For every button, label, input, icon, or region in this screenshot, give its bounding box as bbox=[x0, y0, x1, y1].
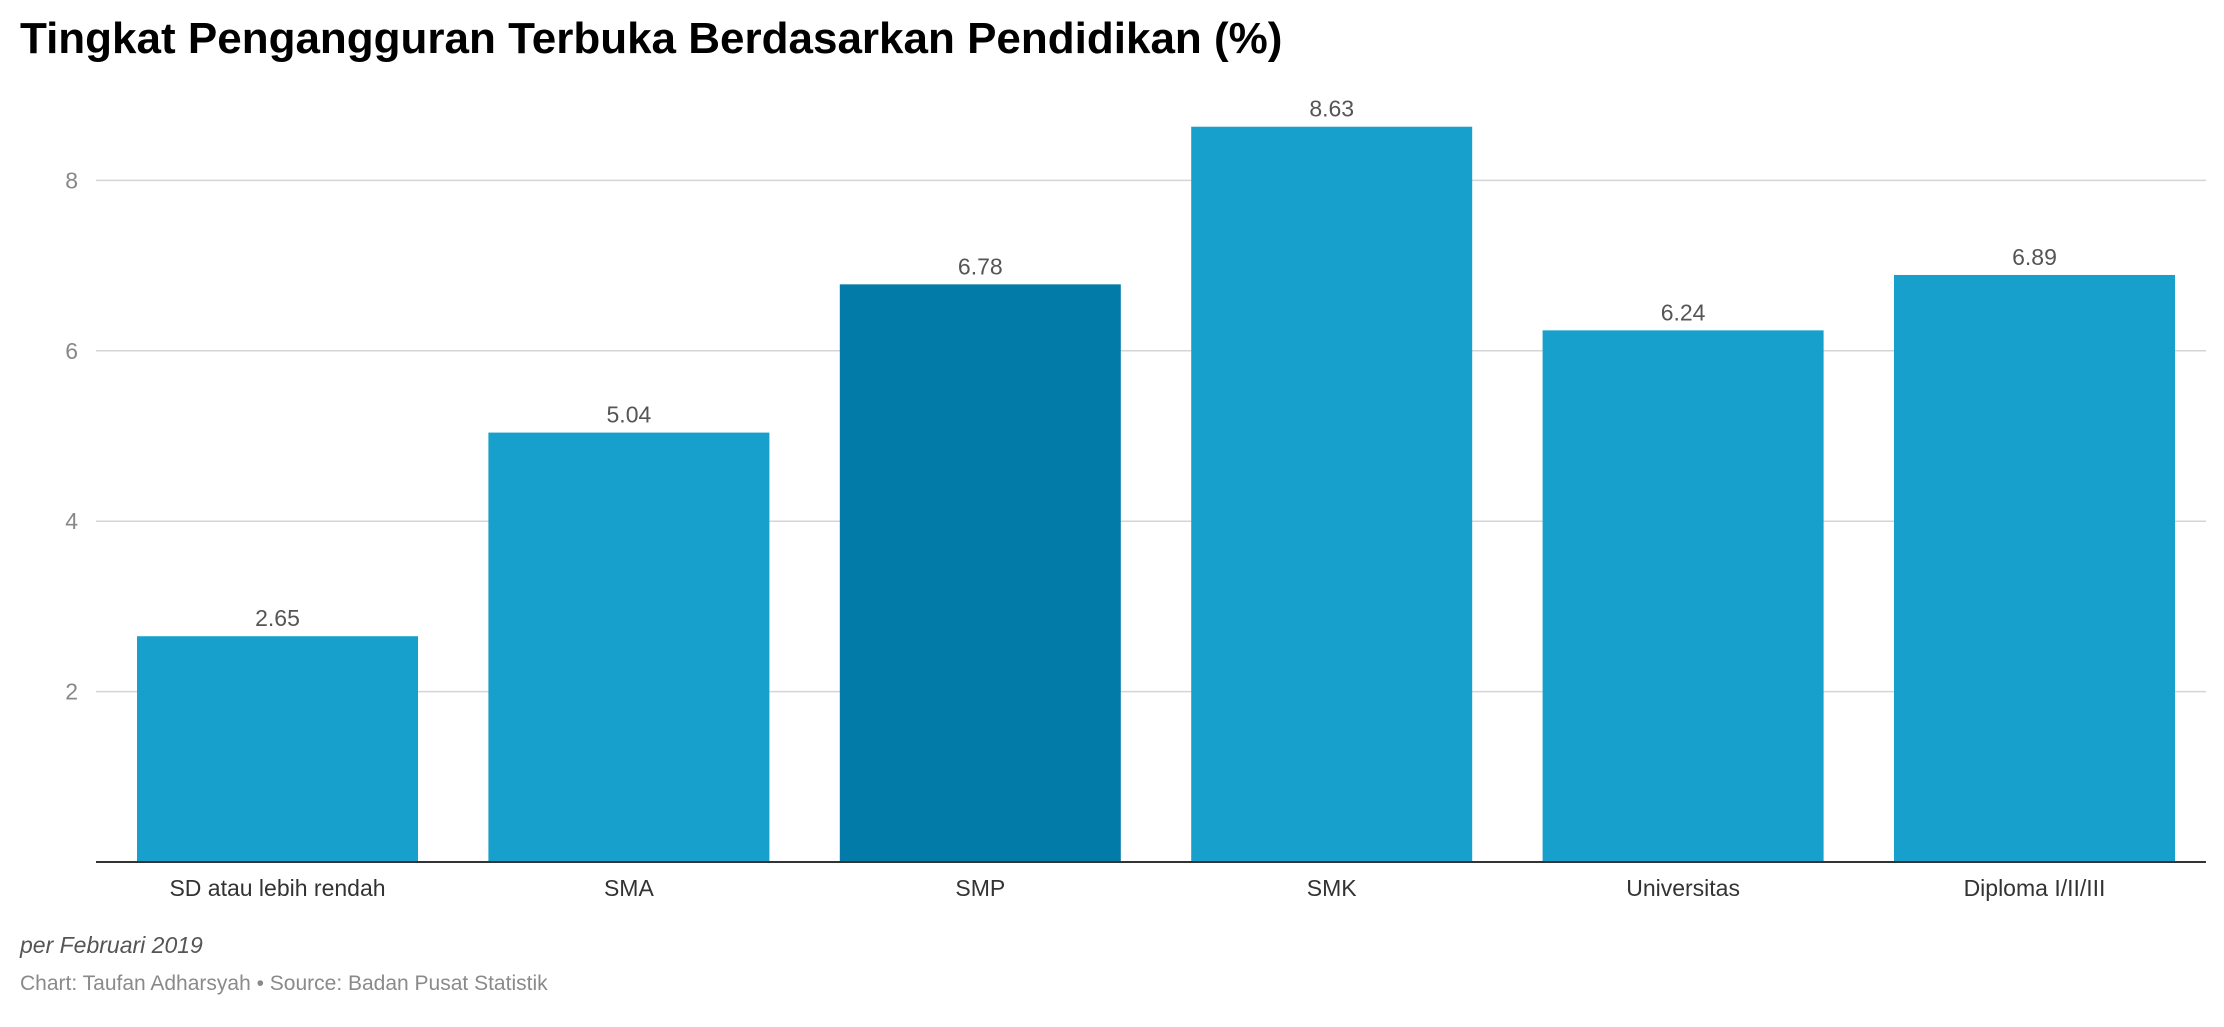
bar-4 bbox=[1542, 330, 1824, 862]
x-category-label: Universitas bbox=[1626, 875, 1740, 901]
data-label: 6.89 bbox=[2012, 244, 2057, 270]
chart-note: per Februari 2019 bbox=[20, 932, 203, 958]
y-tick-label: 8 bbox=[65, 167, 78, 193]
gridlines bbox=[96, 179, 2206, 693]
y-tick-label: 4 bbox=[65, 508, 78, 534]
data-label: 2.65 bbox=[255, 605, 300, 631]
data-label: 6.24 bbox=[1661, 299, 1706, 325]
bar-5 bbox=[1894, 274, 2175, 862]
x-category-label: Diploma I/II/III bbox=[1964, 875, 2106, 901]
bar-2 bbox=[839, 284, 1121, 862]
x-category-label: SMK bbox=[1307, 875, 1358, 901]
data-label: 6.78 bbox=[958, 253, 1003, 279]
chart-credit: Chart: Taufan Adharsyah • Source: Badan … bbox=[20, 972, 548, 995]
bar-3 bbox=[1191, 126, 1473, 862]
y-tick-label: 6 bbox=[65, 338, 78, 364]
y-tick-label: 2 bbox=[65, 679, 78, 705]
bar-1 bbox=[488, 432, 770, 862]
data-label: 8.63 bbox=[1309, 96, 1354, 122]
chart-title: Tingkat Pengangguran Terbuka Berdasarkan… bbox=[20, 14, 1283, 63]
x-category-label: SMP bbox=[955, 875, 1005, 901]
chart-labels: 2 4 6 8 2.65 SD atau lebih rendah 5.04 SMA 6.78 S… bbox=[65, 96, 2105, 901]
x-category-label: SD atau lebih rendah bbox=[169, 875, 385, 901]
x-category-label: SMA bbox=[604, 875, 655, 901]
data-label: 5.04 bbox=[607, 402, 652, 428]
bar-0 bbox=[137, 636, 418, 862]
bars bbox=[137, 126, 2175, 862]
